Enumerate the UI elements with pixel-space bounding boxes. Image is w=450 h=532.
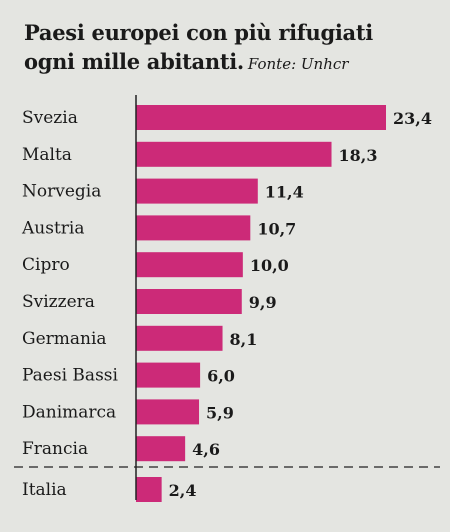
- category-label-1: Malta: [22, 145, 72, 165]
- category-label-9: Francia: [22, 439, 88, 459]
- value-label-4: 10,0: [250, 256, 289, 275]
- category-label-8: Danimarca: [22, 402, 116, 422]
- bar-3: [136, 215, 251, 241]
- bar-10: [136, 477, 162, 502]
- value-label-9: 4,6: [192, 440, 220, 459]
- bar-0: [136, 105, 386, 130]
- value-label-6: 8,1: [230, 330, 258, 349]
- category-label-3: Austria: [21, 218, 84, 238]
- category-label-0: Svezia: [22, 108, 78, 128]
- chart-title-line2: ogni mille abitanti. Fonte: Unhcr: [24, 49, 348, 74]
- value-label-2: 11,4: [265, 183, 304, 202]
- category-label-6: Germania: [22, 329, 107, 349]
- category-label-4: Cipro: [22, 255, 70, 275]
- bar-5: [136, 289, 242, 314]
- bar-9: [136, 436, 186, 462]
- category-label-7: Paesi Bassi: [22, 366, 119, 386]
- value-label-8: 5,9: [206, 403, 234, 422]
- bar-6: [136, 325, 223, 351]
- bar-2: [136, 178, 258, 204]
- category-label-5: Svizzera: [22, 292, 95, 312]
- bar-7: [136, 362, 201, 388]
- chart-source: Fonte: Unhcr: [247, 55, 349, 73]
- value-label-7: 6,0: [207, 367, 235, 386]
- bar-4: [136, 252, 243, 278]
- bar-1: [136, 141, 332, 167]
- category-label-2: Norvegia: [22, 182, 101, 202]
- value-label-0: 23,4: [393, 109, 432, 128]
- value-label-1: 18,3: [339, 146, 378, 165]
- bar-8: [136, 399, 200, 425]
- category-label-10: Italia: [22, 480, 67, 500]
- value-label-10: 2,4: [169, 481, 197, 500]
- value-label-3: 10,7: [257, 219, 296, 238]
- chart-title-line2-text: ogni mille abitanti.: [24, 49, 244, 74]
- chart-title-line1: Paesi europei con più rifugiati: [24, 20, 373, 45]
- value-label-5: 9,9: [249, 293, 277, 312]
